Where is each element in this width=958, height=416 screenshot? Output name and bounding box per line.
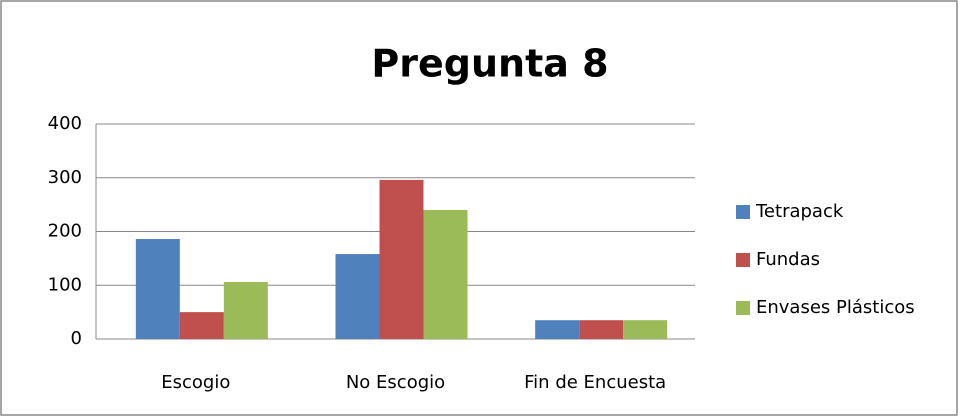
bar — [423, 210, 468, 339]
y-tick-label: 200 — [48, 221, 82, 242]
bar — [623, 320, 668, 339]
x-tick-label: Fin de Encuesta — [524, 372, 666, 393]
y-tick-label: 300 — [48, 167, 82, 188]
y-tick-label: 0 — [71, 328, 82, 349]
bar — [535, 320, 580, 339]
bar — [579, 320, 624, 339]
legend-label: Tetrapack — [755, 201, 844, 222]
bar — [335, 254, 380, 339]
legend-swatch — [736, 205, 750, 219]
bar — [223, 282, 268, 339]
legend-swatch — [736, 301, 750, 315]
legend-label: Envases Plásticos — [756, 297, 915, 318]
y-tick-label: 400 — [48, 113, 82, 134]
legend-label: Fundas — [756, 249, 820, 270]
legend-swatch — [736, 253, 750, 267]
chart-title: Pregunta 8 — [371, 42, 608, 86]
bar — [179, 312, 224, 339]
bar — [135, 239, 180, 339]
x-tick-label: Escogio — [161, 372, 230, 393]
bar — [379, 179, 424, 339]
y-tick-label: 100 — [48, 274, 82, 295]
x-tick-label: No Escogio — [346, 372, 445, 393]
